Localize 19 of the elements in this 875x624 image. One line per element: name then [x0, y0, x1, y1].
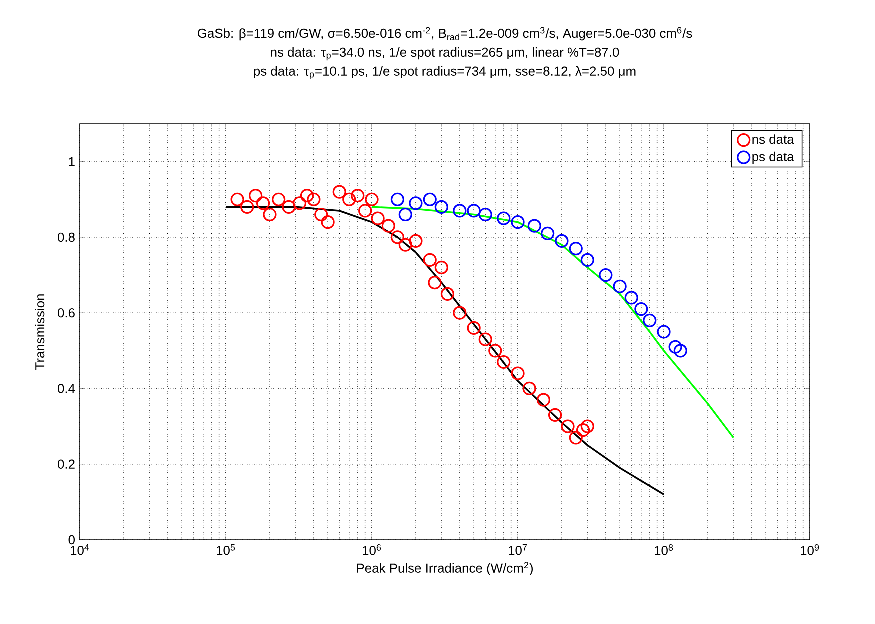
y-axis-title: Transmission [35, 294, 45, 370]
x-axis-title: Peak Pulse Irradiance (W/cm$^{2}$) [357, 562, 533, 576]
x-tick-label: 10$^{5}$ [217, 544, 236, 556]
y-tick-label: 0.2 [58, 460, 75, 469]
text: ns data: τ$_{p}$=34.0 ns, 1/e spot radius=265 μm, linear %T=87.0 [271, 48, 620, 61]
y-tick-label: 0 [68, 535, 75, 545]
x-tick-label: 10$^{4}$ [71, 544, 90, 556]
x-tick-label: 10$^{6}$ [363, 544, 382, 556]
x-tick-label: 10$^{7}$ [509, 544, 528, 556]
x-tick-label: 10$^{8}$ [655, 544, 674, 556]
y-tick-label: 1 [69, 157, 75, 166]
text: ps data: τ$_{p}$=10.1 ps, 1/e spot radius=734 μm, sse=8.12, λ=2.50 μm [254, 66, 636, 80]
y-tick-label: 0.8 [58, 232, 75, 242]
chart-title: GaSb: β=119 cm/GW, σ=6.50e-016 cm$^{-2}$, B$_{rad}$=1.2e-009 cm$^{3}$/s, Auger=5.0e-030 cm$^{6}$/s [198, 27, 692, 41]
x-tick-label: 10$^{9}$ [801, 544, 820, 556]
legend-label: ps data [752, 152, 794, 164]
legend-label: ns data [752, 134, 794, 144]
y-tick-label: 0.4 [58, 384, 76, 394]
y-tick-label: 0.6 [58, 308, 75, 318]
